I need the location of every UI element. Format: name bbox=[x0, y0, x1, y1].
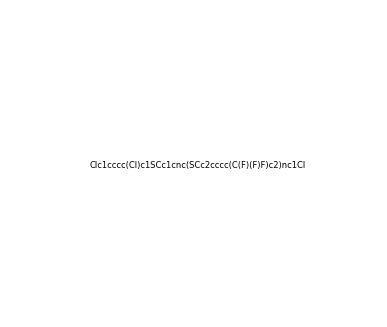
Text: Clc1cccc(Cl)c1SCc1cnc(SCc2cccc(C(F)(F)F)c2)nc1Cl: Clc1cccc(Cl)c1SCc1cnc(SCc2cccc(C(F)(F)F)… bbox=[90, 161, 306, 170]
